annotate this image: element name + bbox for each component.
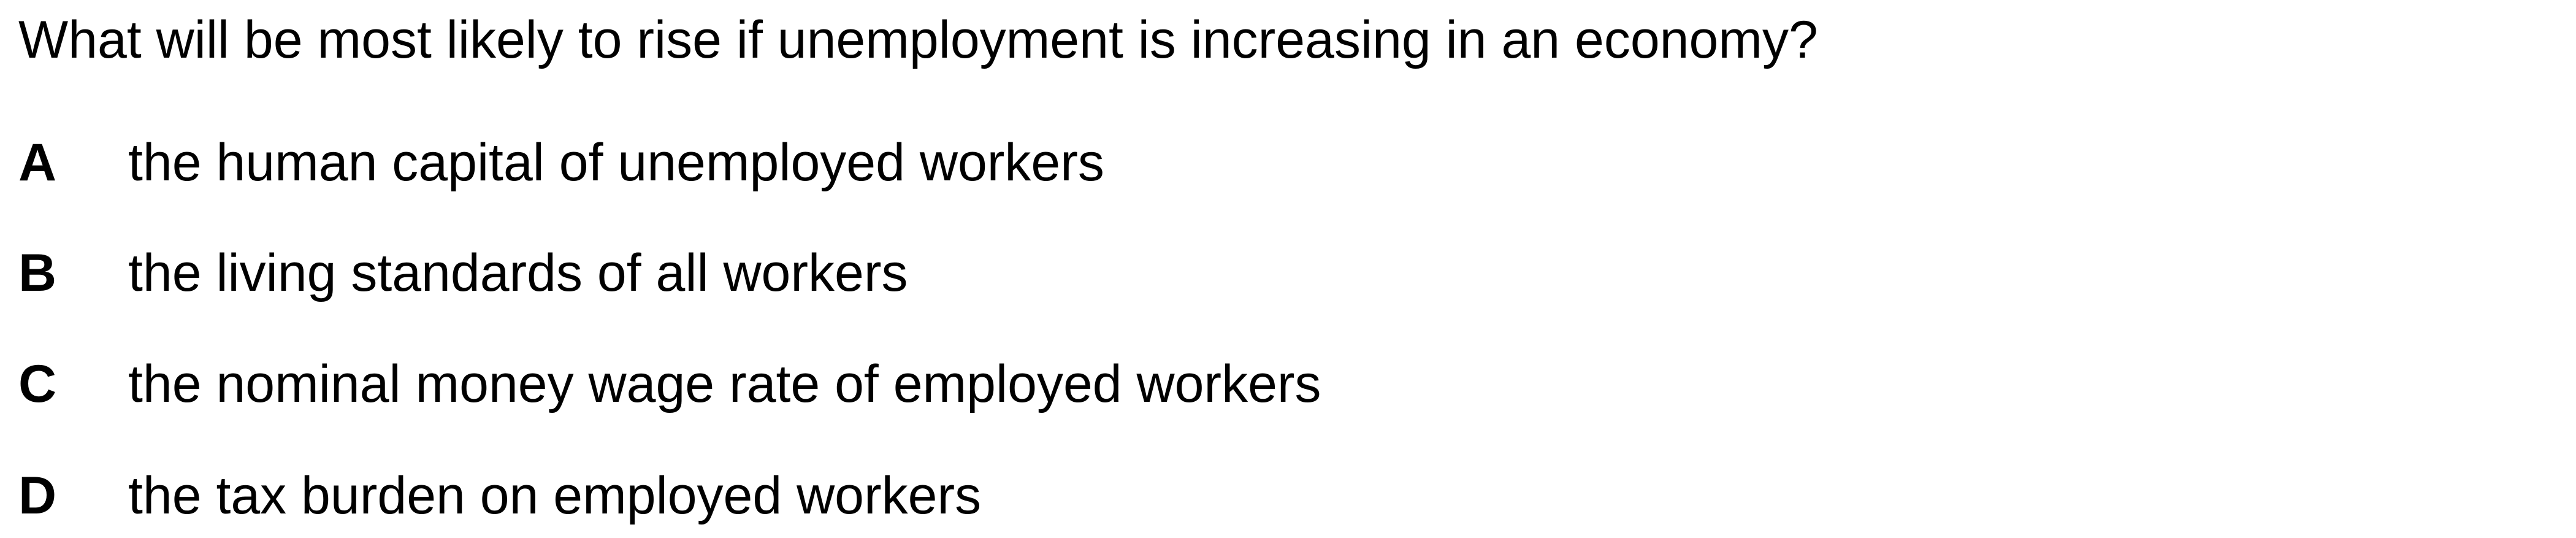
option-text: the nominal money wage rate of employed …	[128, 355, 1321, 413]
option-letter: C	[18, 355, 57, 413]
option-letter: B	[18, 244, 57, 302]
option-letter: A	[18, 133, 57, 192]
option-letter: D	[18, 466, 57, 525]
option-text: the living standards of all workers	[128, 244, 908, 302]
question-text: What will be most likely to rise if unem…	[18, 10, 1818, 69]
option-text: the human capital of unemployed workers	[128, 133, 1104, 192]
option-text: the tax burden on employed workers	[128, 466, 982, 525]
